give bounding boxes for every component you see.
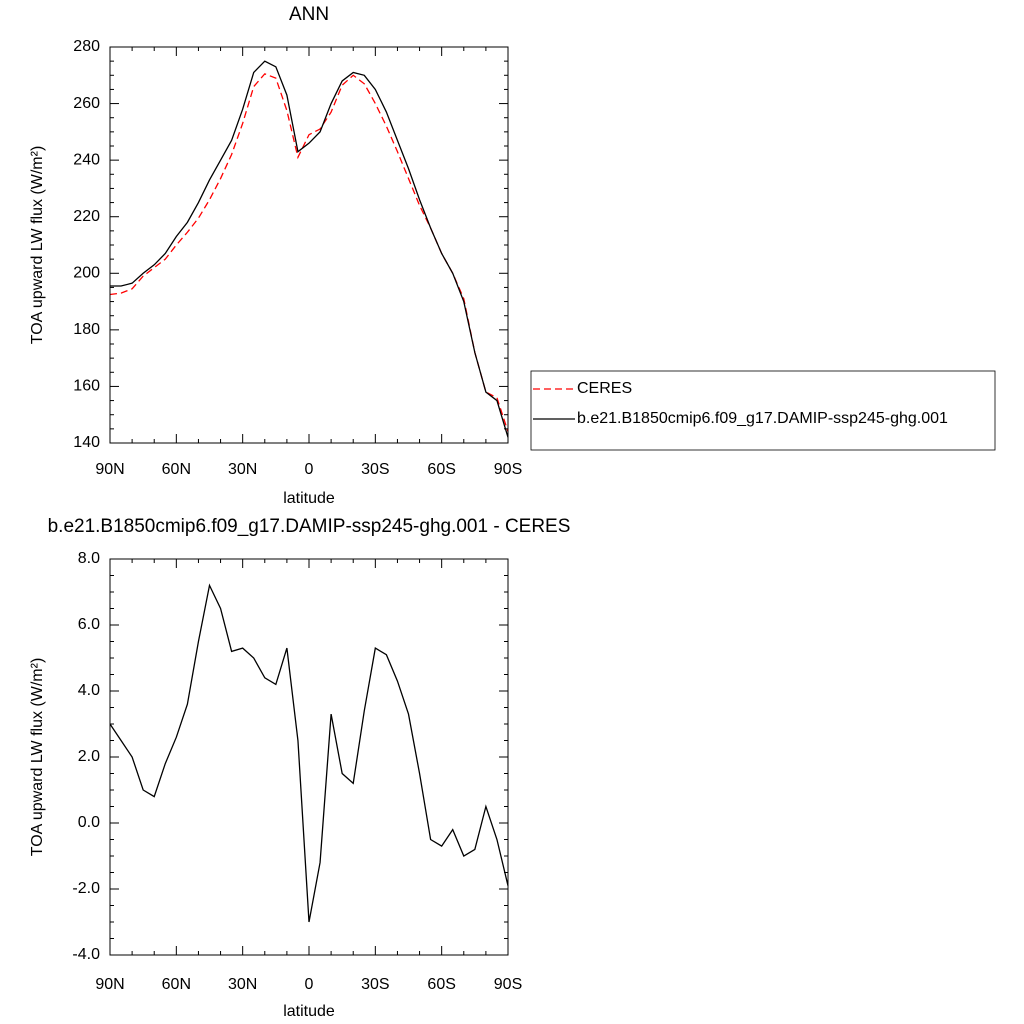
x-tick-label: 30S <box>361 976 389 993</box>
y-tick-label: 240 <box>73 151 100 168</box>
x-tick-label: 60S <box>427 461 455 478</box>
x-tick-label: 60S <box>427 976 455 993</box>
y-tick-label: 280 <box>73 38 100 55</box>
y-tick-label: -2.0 <box>72 880 100 897</box>
y-tick-label: 0.0 <box>78 814 100 831</box>
legend-box <box>530 370 996 451</box>
plot-frame <box>109 558 509 956</box>
x-axis-label: latitude <box>283 490 335 507</box>
y-tick-label: 140 <box>73 434 100 451</box>
x-tick-label: 60N <box>162 976 191 993</box>
y-tick-label: 160 <box>73 378 100 395</box>
x-tick-label: 90S <box>494 461 522 478</box>
legend-label: b.e21.B1850cmip6.f09_g17.DAMIP-ssp245-gh… <box>577 410 948 427</box>
y-tick-label: 8.0 <box>78 550 100 567</box>
y-axis-label: TOA upward LW flux (W/m²) <box>29 658 46 857</box>
plot-frame <box>109 46 509 444</box>
data-line <box>110 60 509 438</box>
y-tick-label: 220 <box>73 208 100 225</box>
x-axis-label: latitude <box>283 1003 335 1020</box>
x-tick-label: 0 <box>305 976 314 993</box>
y-tick-label: 4.0 <box>78 682 100 699</box>
x-tick-label: 30N <box>228 461 257 478</box>
legend-label: CERES <box>577 380 632 397</box>
x-tick-label: 30N <box>228 976 257 993</box>
y-tick-label: 260 <box>73 95 100 112</box>
x-tick-label: 0 <box>305 461 314 478</box>
x-tick-label: 60N <box>162 461 191 478</box>
y-tick-label: 200 <box>73 265 100 282</box>
x-tick-label: 90N <box>95 976 124 993</box>
y-tick-label: -4.0 <box>72 946 100 963</box>
x-tick-label: 90N <box>95 461 124 478</box>
x-tick-label: 90S <box>494 976 522 993</box>
chart-title: b.e21.B1850cmip6.f09_g17.DAMIP-ssp245-gh… <box>48 516 571 537</box>
data-line <box>109 583 509 923</box>
x-tick-label: 30S <box>361 461 389 478</box>
y-tick-label: 180 <box>73 321 100 338</box>
data-line <box>109 73 509 432</box>
y-tick-label: 2.0 <box>78 748 100 765</box>
chart-title: ANN <box>289 4 329 25</box>
y-axis-label: TOA upward LW flux (W/m²) <box>29 146 46 345</box>
y-tick-label: 6.0 <box>78 616 100 633</box>
